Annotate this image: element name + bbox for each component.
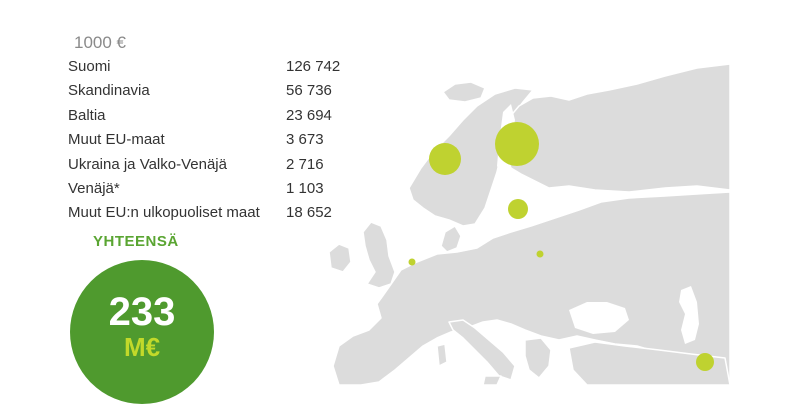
region-value: 2 716 [286, 155, 324, 173]
total-label: YHTEENSÄ [93, 233, 179, 250]
land-shapes [328, 63, 731, 385]
europe-map [328, 63, 731, 385]
continent-shape [332, 191, 731, 385]
greece-shape [524, 337, 552, 379]
table-row: Muut EU:n ulkopuoliset maat 18 652 [68, 203, 368, 227]
table-row: Baltia 23 694 [68, 106, 368, 130]
bubble-skandinavia [429, 143, 461, 175]
italy-shape [448, 319, 516, 381]
region-value: 1 103 [286, 179, 324, 197]
region-value: 3 673 [286, 131, 324, 149]
table-row: Suomi 126 742 [68, 57, 368, 81]
region-name: Muut EU-maat [68, 131, 165, 149]
bubble-muut-eu-maat [408, 258, 416, 266]
region-name: Baltia [68, 106, 106, 124]
finland-shape [504, 63, 731, 193]
region-name: Venäjä* [68, 179, 120, 197]
bubble-muut-eun-ulkopuoliset [696, 353, 714, 371]
table-row: Venäjä* 1 103 [68, 179, 368, 203]
region-name: Muut EU:n ulkopuoliset maat [68, 204, 260, 222]
britain-shape [362, 221, 396, 289]
region-name: Suomi [68, 58, 111, 75]
total-amount: 233 [108, 290, 176, 334]
ireland-shape [328, 243, 352, 273]
region-value: 56 736 [286, 82, 332, 100]
table-row: Muut EU-maat 3 673 [68, 130, 368, 154]
caspian-sea [679, 286, 699, 344]
total-circle: 233 M€ [70, 260, 214, 404]
denmark-shape [440, 225, 462, 253]
table-row: Ukraina ja Valko-Venäjä 2 716 [68, 155, 368, 179]
black-sea [569, 302, 629, 334]
bubble-suomi [495, 122, 539, 166]
bubble-ukraina-valko-venaja [536, 250, 544, 258]
sardinia-shape [436, 343, 448, 367]
sicily-shape [482, 375, 502, 385]
region-value: 18 652 [286, 204, 332, 222]
unit-label: 1000 € [74, 33, 126, 52]
iceland-shape [442, 81, 486, 103]
sales-table: Suomi 126 742 Skandinavia 56 736 Baltia … [68, 57, 368, 228]
region-value: 23 694 [286, 106, 332, 124]
region-value: 126 742 [286, 58, 341, 75]
table-row: Skandinavia 56 736 [68, 81, 368, 105]
sales-bubbles [408, 122, 714, 371]
total-unit: M€ [123, 332, 161, 362]
bubble-baltia [508, 199, 528, 219]
region-name: Ukraina ja Valko-Venäjä [68, 155, 227, 173]
region-name: Skandinavia [68, 82, 150, 100]
